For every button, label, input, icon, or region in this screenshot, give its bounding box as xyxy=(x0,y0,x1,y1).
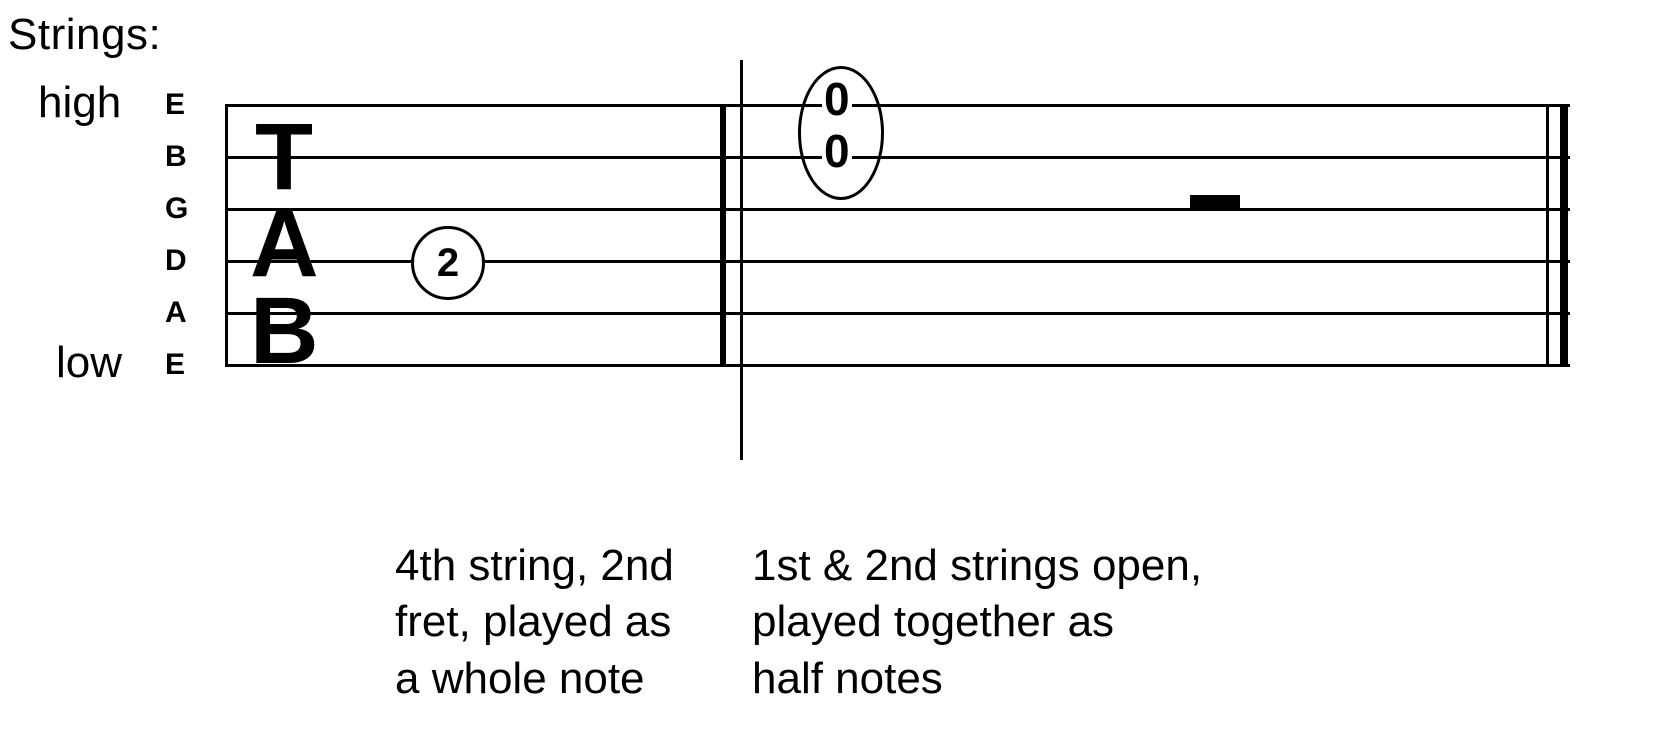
caption-measure2: 1st & 2nd strings open,played together a… xyxy=(752,538,1202,707)
staff-line-0 xyxy=(225,104,1570,107)
strings-heading: Strings: xyxy=(8,10,161,60)
staff-line-4 xyxy=(225,312,1570,315)
string-name-2: G xyxy=(165,192,188,226)
label-high: high xyxy=(38,78,121,128)
barline-end-thin xyxy=(1546,104,1549,367)
barline-mid-ext xyxy=(740,60,743,460)
caption-measure1: 4th string, 2ndfret, played asa whole no… xyxy=(395,538,674,707)
string-name-5: E xyxy=(165,348,185,382)
string-name-1: B xyxy=(165,140,187,174)
tab-clef-B: B xyxy=(250,284,319,379)
staff-line-2 xyxy=(225,208,1570,211)
barline-end-thick xyxy=(1560,104,1568,367)
fret-number-2: 2 xyxy=(437,241,459,286)
barline-mid-thick xyxy=(720,104,726,367)
staff-line-1 xyxy=(225,156,1570,159)
tablature-diagram: Strings: high low E B G D A E T A B 2 0 … xyxy=(0,0,1664,745)
string-name-0: E xyxy=(165,88,185,122)
fret-circle-measure1: 2 xyxy=(411,226,485,300)
double-zero-ellipse xyxy=(798,66,884,200)
staff-line-5 xyxy=(225,364,1570,367)
label-low: low xyxy=(56,338,122,388)
barline-start xyxy=(225,104,228,367)
half-rest xyxy=(1190,195,1240,209)
string-name-3: D xyxy=(165,244,187,278)
string-name-4: A xyxy=(165,296,187,330)
